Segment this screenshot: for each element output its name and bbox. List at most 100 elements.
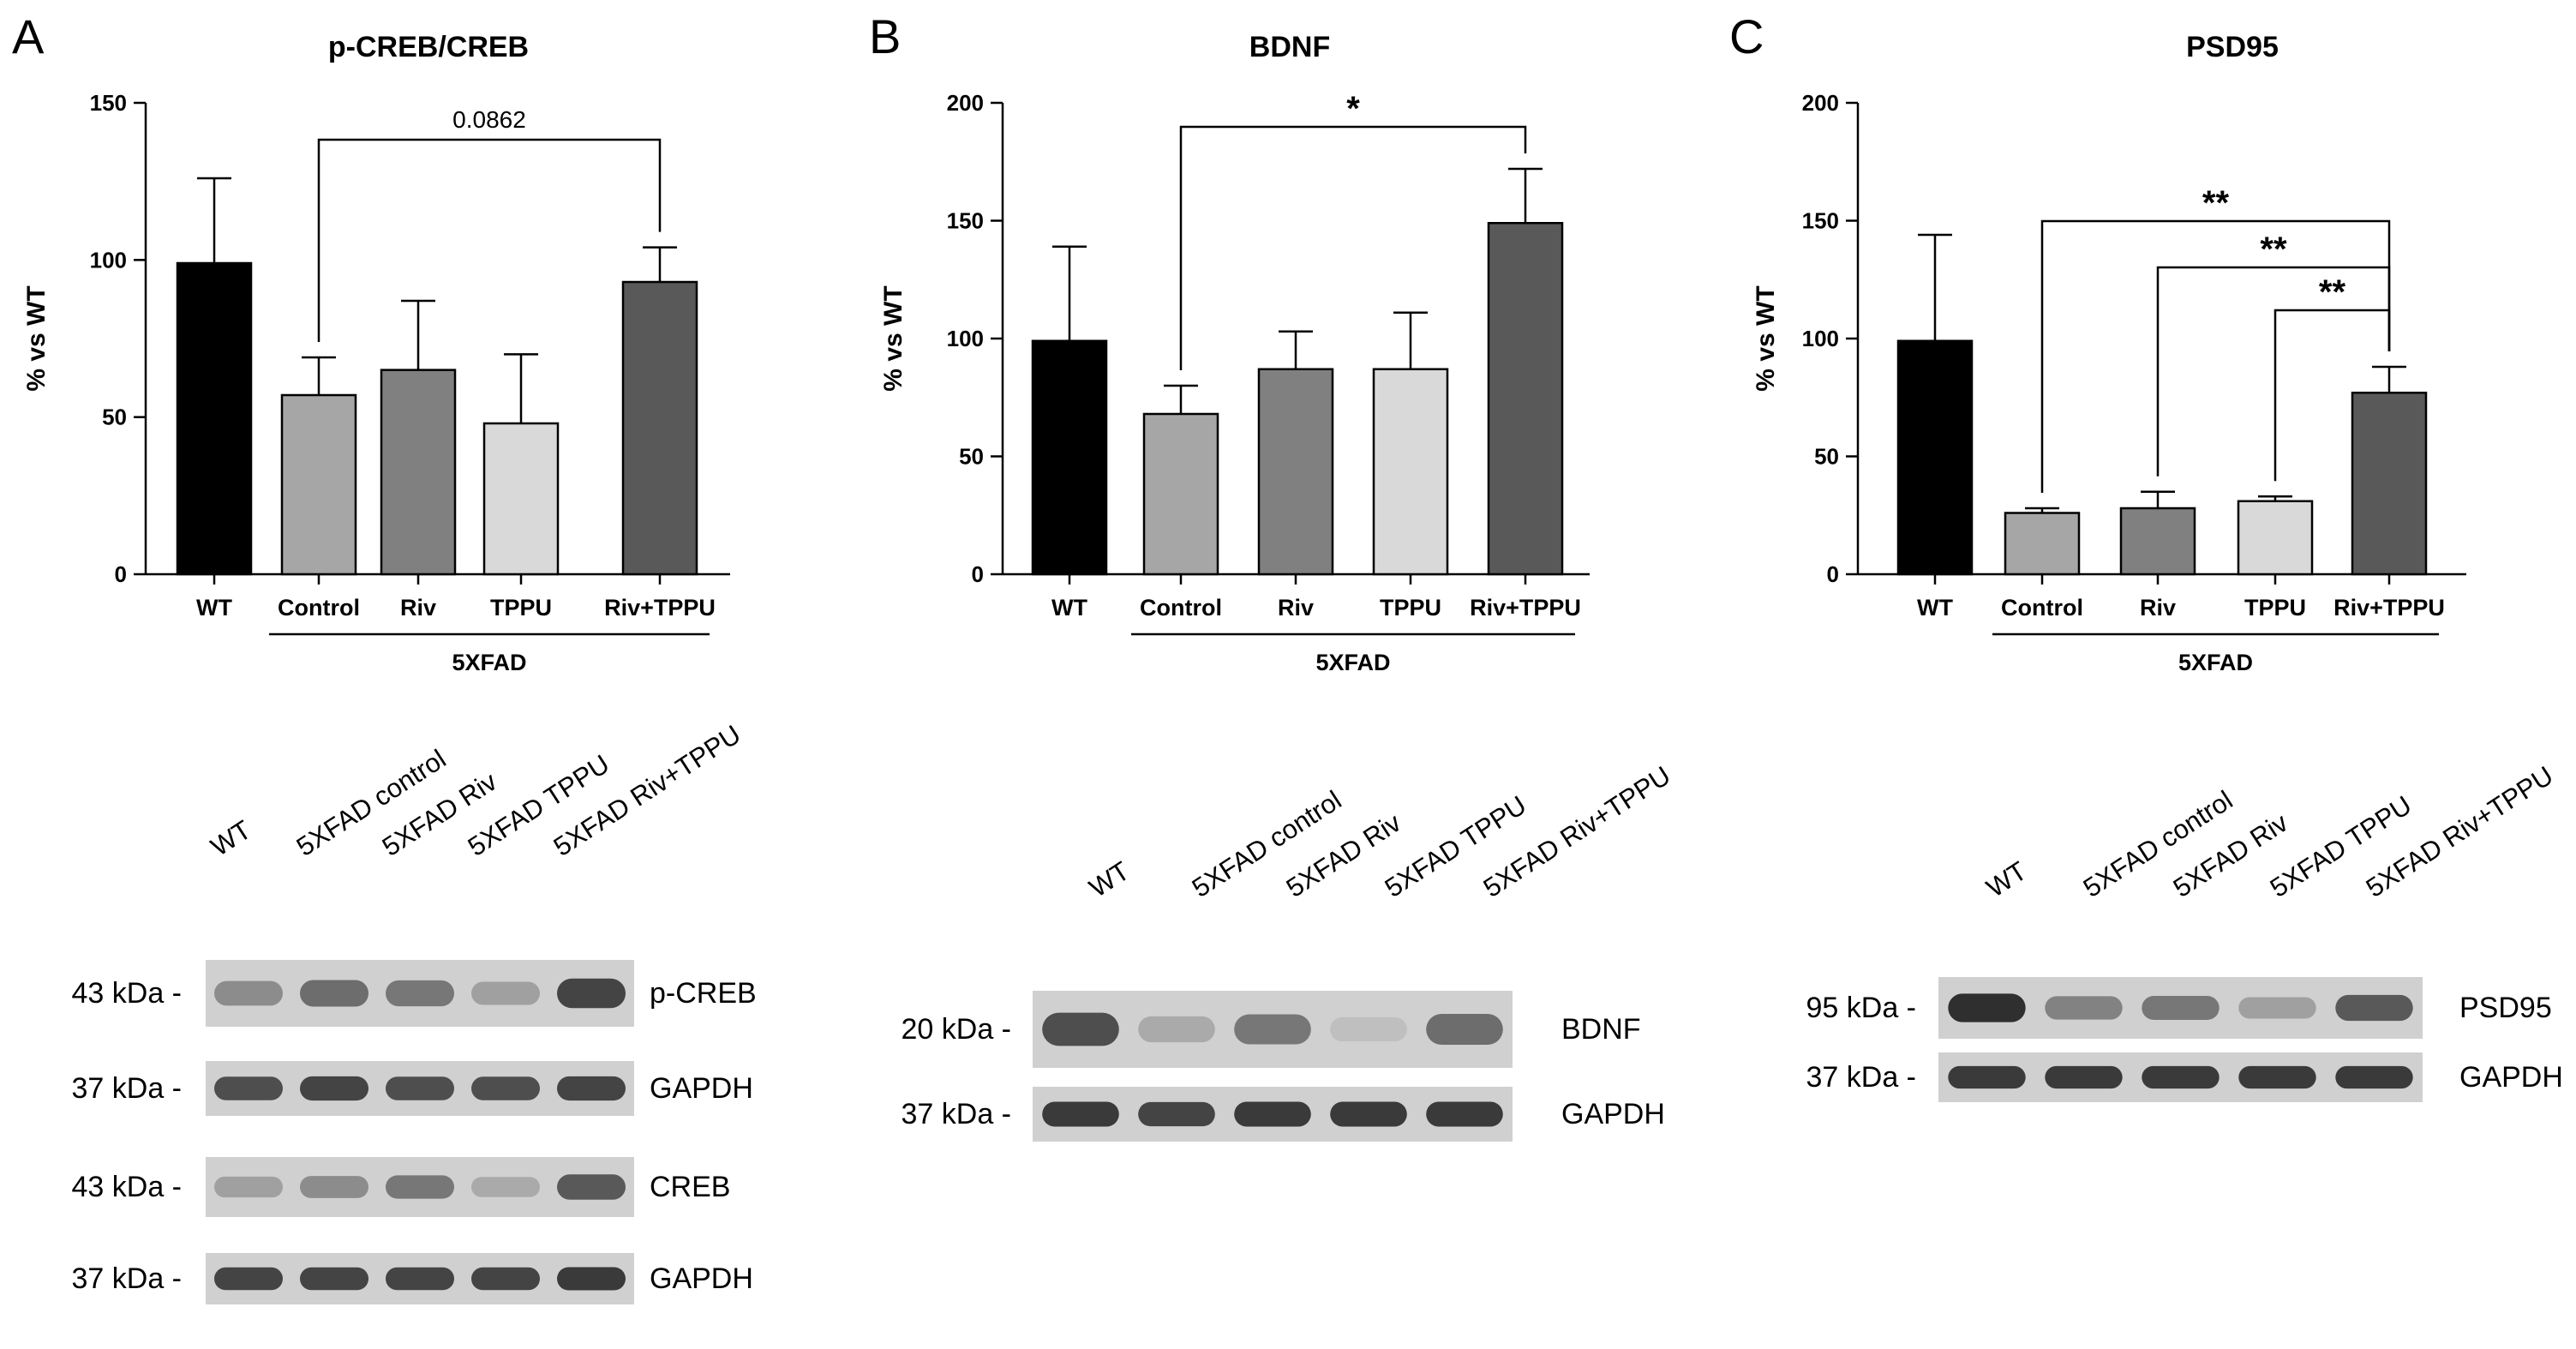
blot-lane	[2035, 977, 2132, 1039]
x-tick-label: Control	[278, 595, 360, 621]
blot-lane-band	[2238, 997, 2316, 1019]
blot-lane	[2132, 977, 2229, 1039]
blot-lane-band	[386, 980, 454, 1007]
blot-lane	[1033, 991, 1129, 1068]
chart-title: BDNF	[1249, 31, 1330, 63]
bar-control	[1142, 412, 1219, 576]
bar-riv	[2119, 507, 2196, 576]
blot-row: 37 kDa - GAPDH	[72, 1061, 753, 1116]
significance-bracket	[2040, 219, 2391, 493]
blot-lane-band	[2142, 996, 2220, 1020]
blot-lane	[548, 1157, 634, 1217]
bar-riv-tppu	[1487, 222, 1564, 576]
blot-lane-band	[1426, 1101, 1503, 1127]
blot-lane-band	[1330, 1101, 1407, 1127]
blot-protein-label: CREB	[650, 1171, 730, 1203]
significance-label: **	[2319, 273, 2346, 311]
blot-row: 95 kDa - PSD95	[1806, 977, 2552, 1039]
x-tick-label: Riv	[1278, 595, 1314, 621]
blot-protein-label: BDNF	[1561, 1013, 1641, 1046]
blot-lane	[548, 1061, 634, 1116]
x-tick-label: WT	[1917, 595, 1953, 621]
x-tick-label: TPPU	[1380, 595, 1441, 621]
significance-label: *	[1346, 90, 1360, 128]
blot-lane	[1938, 1052, 2035, 1102]
blot-lane	[1225, 991, 1321, 1068]
blot-lane	[1321, 991, 1417, 1068]
blot-protein-label: p-CREB	[650, 977, 757, 1010]
blot-lane-band	[1234, 1101, 1311, 1127]
blot-lane	[377, 960, 463, 1027]
blot-row: 37 kDa - GAPDH	[72, 1253, 753, 1304]
blot-lane-band	[1234, 1014, 1311, 1045]
bar-riv-tppu	[621, 280, 698, 576]
blot-lane	[291, 1253, 377, 1304]
blot-lane-band	[386, 1175, 454, 1199]
x-tick-label: TPPU	[490, 595, 552, 621]
blot-lane-band	[471, 981, 540, 1005]
bar-tppu	[2237, 500, 2314, 576]
bar-tppu	[482, 422, 560, 576]
bar-wt	[176, 261, 253, 576]
y-tick-label: 50	[959, 444, 984, 470]
bar-riv-tppu	[2351, 392, 2428, 576]
y-tick-label: 100	[947, 326, 984, 351]
blot-lane-band	[557, 1267, 626, 1291]
blot-lane	[463, 1061, 548, 1116]
x-tick-label: Riv	[2140, 595, 2176, 621]
y-tick-label: 150	[1802, 208, 1839, 234]
y-axis-label: % vs WT	[1752, 285, 1780, 391]
bar-riv	[380, 369, 457, 576]
y-tick-label: 0	[115, 561, 127, 587]
blot-lane	[1129, 991, 1225, 1068]
significance-label: **	[2260, 231, 2287, 268]
blot-row: 20 kDa - BDNF	[902, 991, 1641, 1068]
blot-lane-label: 5XFAD control	[291, 744, 452, 862]
blot-lane	[377, 1061, 463, 1116]
blot-lane	[1033, 1087, 1129, 1142]
panel-letter: A	[12, 9, 45, 63]
blot-lane-band	[300, 1267, 368, 1291]
group-label: 5XFAD	[2178, 650, 2253, 675]
blot-lane-band	[300, 1176, 368, 1198]
group-label: 5XFAD	[452, 650, 526, 675]
blot-lane-band	[1042, 1101, 1119, 1127]
blot-lane	[2229, 977, 2326, 1039]
blot-kda-label: 37 kDa -	[72, 1262, 183, 1295]
blot-lane-band	[386, 1076, 454, 1100]
panel-letter: B	[869, 9, 901, 63]
blot-protein-label: PSD95	[2459, 992, 2552, 1024]
x-tick-label: Control	[2001, 595, 2083, 621]
y-tick-label: 0	[972, 561, 984, 587]
blot-lane	[206, 1061, 291, 1116]
blot-row: 43 kDa - p-CREB	[72, 960, 757, 1027]
y-tick-label: 200	[947, 90, 984, 116]
blot-lane-band	[471, 1267, 540, 1291]
blot-lane	[1938, 977, 2035, 1039]
blot-kda-label: 20 kDa -	[902, 1013, 1012, 1046]
blot-lane-band	[471, 1076, 540, 1100]
y-tick-label: 0	[1827, 561, 1839, 587]
blot-lane	[206, 1157, 291, 1217]
blot-lane-band	[2335, 994, 2413, 1022]
blot-lane-band	[2335, 1065, 2413, 1089]
bar-tppu	[1372, 368, 1449, 576]
blot-kda-label: 43 kDa -	[72, 1171, 183, 1203]
blot-lane	[1321, 1087, 1417, 1142]
significance-bracket	[1179, 125, 1527, 370]
x-tick-label: Riv+TPPU	[604, 595, 716, 621]
blot-lane-label: 5XFAD control	[2078, 785, 2238, 903]
y-axis-label: % vs WT	[879, 285, 908, 391]
bar-wt	[1031, 339, 1108, 576]
x-tick-label: TPPU	[2244, 595, 2306, 621]
blot-lane	[377, 1157, 463, 1217]
blot-lane-band	[557, 978, 626, 1009]
blot-kda-label: 95 kDa -	[1806, 992, 1917, 1024]
blot-lane-band	[557, 1174, 626, 1200]
blot-lane	[548, 960, 634, 1027]
blot-lane-band	[1330, 1016, 1407, 1042]
blot-lane-band	[1948, 993, 2026, 1022]
